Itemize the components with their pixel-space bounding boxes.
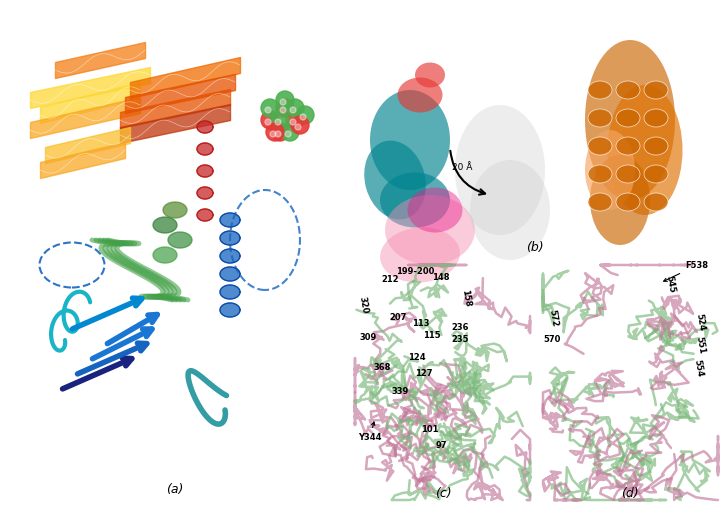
Ellipse shape [588, 165, 612, 183]
Circle shape [280, 99, 286, 105]
Ellipse shape [644, 193, 668, 211]
Text: 339: 339 [391, 387, 409, 396]
Polygon shape [220, 249, 240, 263]
Ellipse shape [588, 81, 612, 99]
Ellipse shape [616, 137, 640, 155]
Text: 570: 570 [544, 335, 561, 344]
Ellipse shape [644, 137, 668, 155]
Polygon shape [197, 187, 213, 199]
Text: 545: 545 [664, 275, 676, 293]
Text: 148: 148 [432, 273, 450, 281]
Polygon shape [197, 143, 213, 155]
Circle shape [286, 111, 304, 129]
Circle shape [286, 99, 304, 117]
Text: 20 Å: 20 Å [452, 164, 472, 173]
Circle shape [265, 119, 271, 125]
Ellipse shape [590, 155, 650, 245]
Ellipse shape [644, 109, 668, 127]
Circle shape [266, 123, 284, 141]
Ellipse shape [398, 77, 443, 113]
Circle shape [290, 107, 296, 113]
Text: 309: 309 [360, 333, 377, 342]
Ellipse shape [470, 160, 550, 260]
Text: 101: 101 [421, 426, 439, 434]
Text: (c): (c) [435, 486, 451, 499]
Circle shape [280, 107, 286, 113]
Ellipse shape [407, 187, 463, 232]
Ellipse shape [616, 165, 640, 183]
Polygon shape [163, 202, 187, 218]
Ellipse shape [607, 85, 682, 215]
Text: 524: 524 [694, 313, 706, 331]
Circle shape [271, 111, 289, 129]
Polygon shape [153, 217, 177, 233]
Polygon shape [153, 247, 177, 263]
Ellipse shape [415, 63, 445, 87]
Text: 113: 113 [412, 319, 430, 328]
Text: 124: 124 [408, 354, 426, 363]
Circle shape [296, 106, 314, 124]
Circle shape [285, 131, 291, 137]
Polygon shape [220, 303, 240, 317]
Circle shape [290, 119, 296, 125]
Text: 235: 235 [451, 335, 469, 344]
Text: 554: 554 [692, 359, 704, 377]
Ellipse shape [370, 90, 450, 190]
Polygon shape [197, 209, 213, 221]
Text: 236: 236 [451, 323, 469, 331]
Circle shape [291, 116, 309, 134]
Ellipse shape [616, 193, 640, 211]
Circle shape [295, 124, 301, 130]
Ellipse shape [644, 81, 668, 99]
Circle shape [275, 131, 281, 137]
Text: 551: 551 [694, 335, 706, 355]
Text: (b): (b) [526, 241, 544, 255]
Circle shape [261, 99, 279, 117]
Ellipse shape [585, 40, 675, 200]
Ellipse shape [380, 173, 450, 227]
Circle shape [271, 123, 289, 141]
Polygon shape [197, 165, 213, 177]
Text: 127: 127 [415, 369, 432, 378]
Circle shape [276, 91, 294, 109]
Text: 368: 368 [373, 364, 391, 373]
Text: (a): (a) [166, 483, 183, 496]
Text: 212: 212 [381, 276, 399, 284]
Text: 115: 115 [423, 330, 441, 339]
Text: Y344: Y344 [358, 422, 382, 442]
Ellipse shape [455, 105, 545, 235]
Polygon shape [220, 213, 240, 227]
Ellipse shape [588, 109, 612, 127]
Circle shape [276, 99, 294, 117]
Ellipse shape [644, 165, 668, 183]
Ellipse shape [380, 227, 460, 283]
Circle shape [261, 111, 279, 129]
Text: F538: F538 [664, 261, 708, 281]
Text: 320: 320 [357, 295, 369, 314]
Ellipse shape [616, 81, 640, 99]
Polygon shape [220, 231, 240, 245]
Polygon shape [168, 232, 192, 248]
Ellipse shape [364, 140, 426, 219]
Ellipse shape [616, 109, 640, 127]
Circle shape [275, 119, 281, 125]
Text: 207: 207 [389, 314, 406, 323]
Text: 199-200: 199-200 [396, 268, 434, 277]
Text: 158: 158 [460, 288, 472, 308]
Ellipse shape [385, 195, 475, 265]
Circle shape [281, 123, 299, 141]
Polygon shape [197, 121, 213, 133]
Polygon shape [220, 285, 240, 299]
Circle shape [300, 114, 306, 120]
Text: 97: 97 [435, 440, 447, 449]
Text: (d): (d) [621, 486, 639, 499]
Ellipse shape [588, 137, 612, 155]
Text: 572: 572 [547, 309, 559, 327]
Ellipse shape [585, 130, 635, 210]
Ellipse shape [588, 193, 612, 211]
Polygon shape [220, 267, 240, 281]
Circle shape [265, 107, 271, 113]
Circle shape [270, 131, 276, 137]
